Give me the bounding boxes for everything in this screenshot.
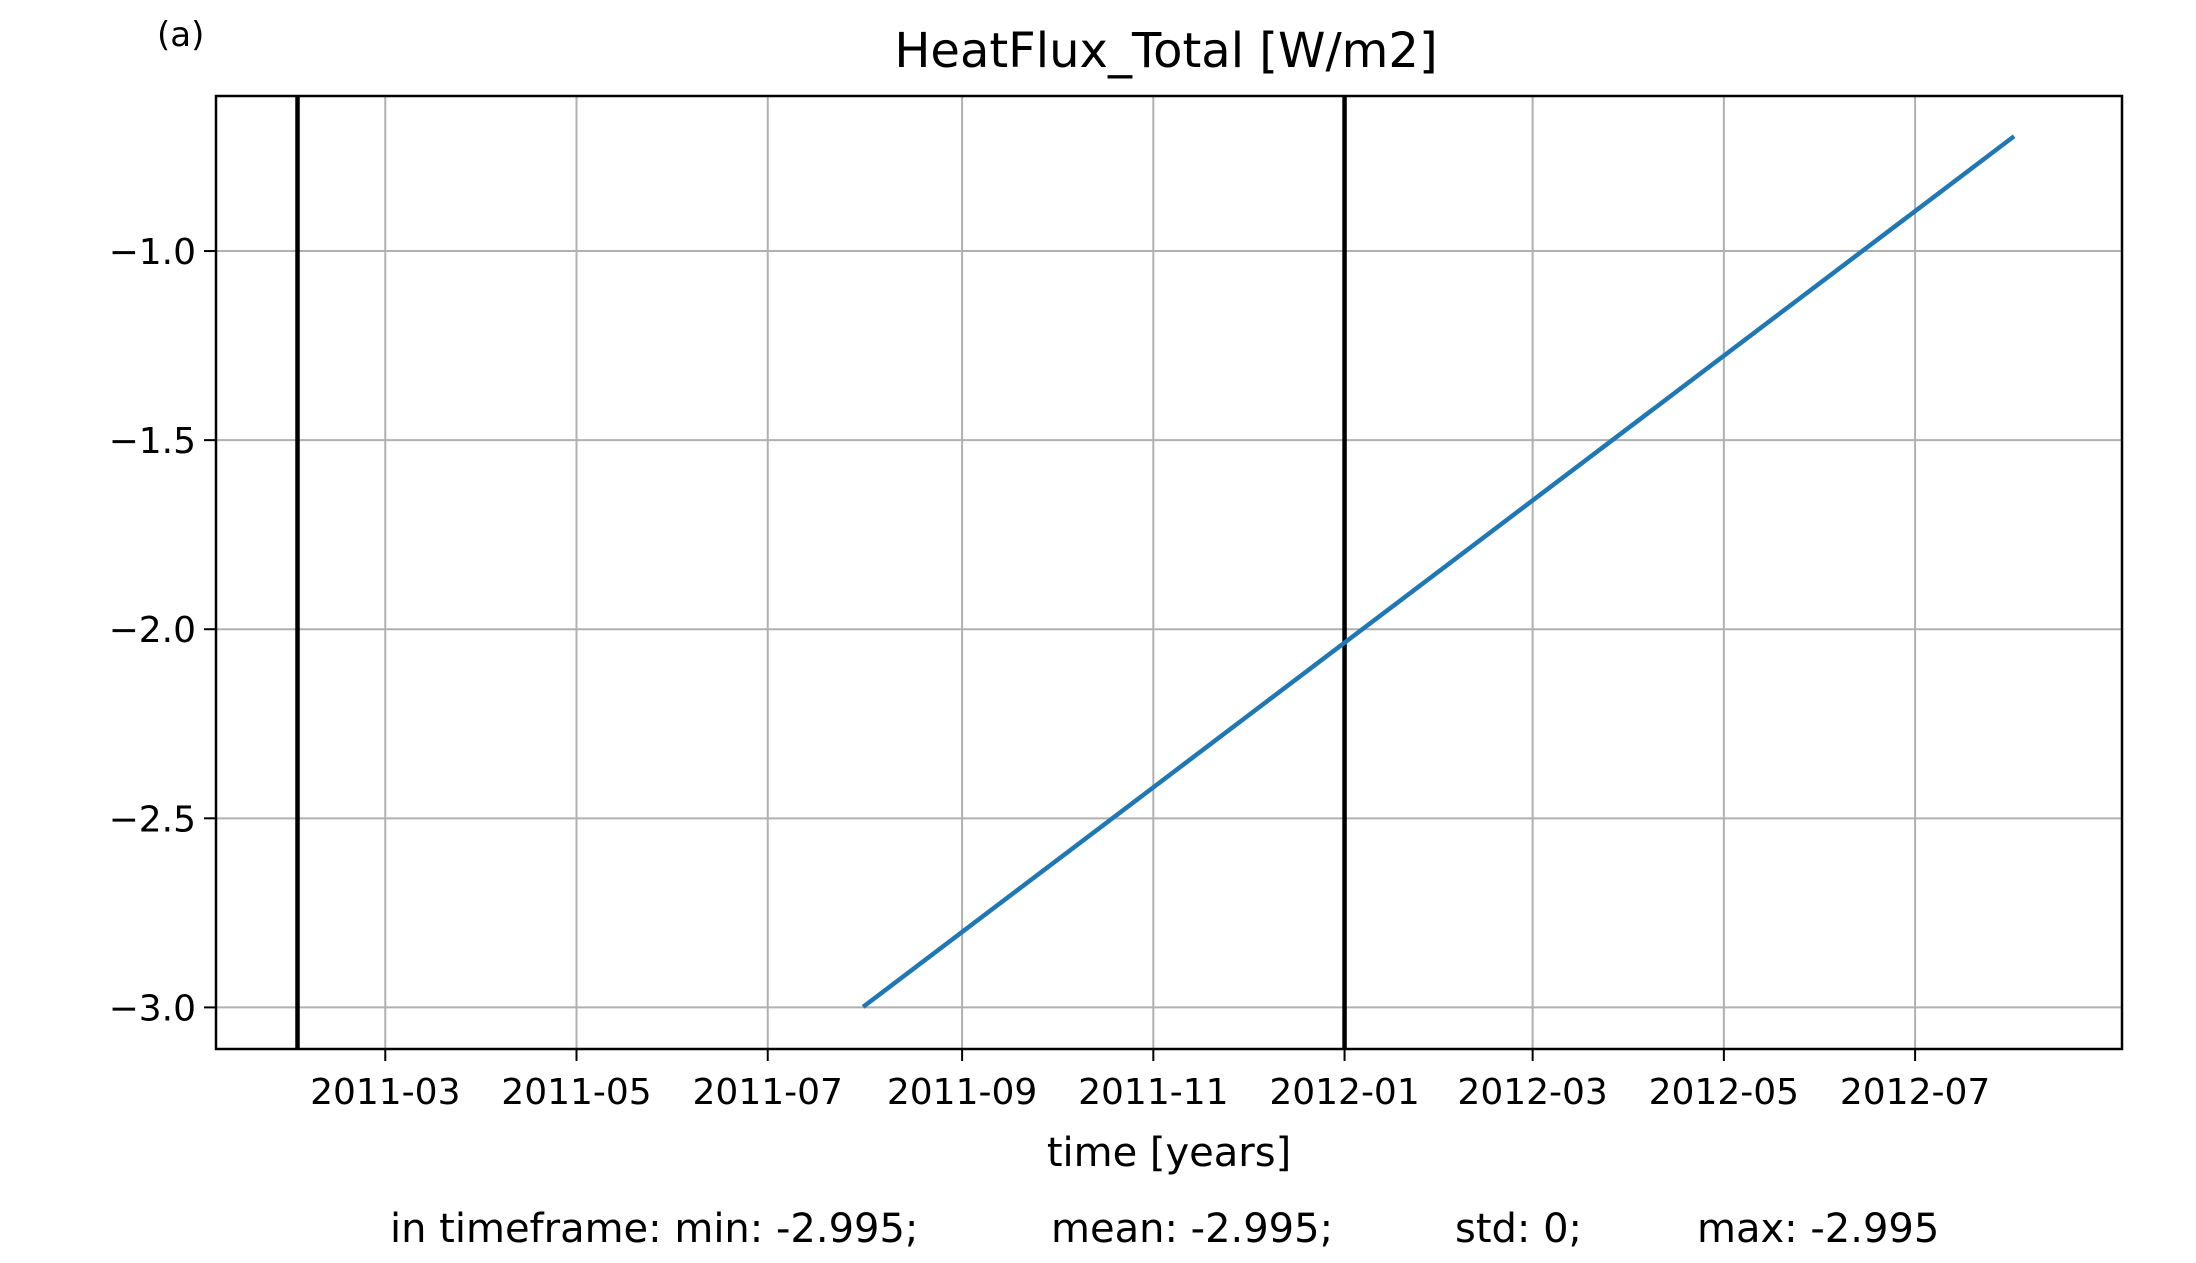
- x-tick-label: 2011-09: [887, 1072, 1037, 1113]
- x-tick-label: 2011-11: [1078, 1072, 1228, 1113]
- y-axis: −1.0 −1.5 −2.0 −2.5 −3.0: [109, 232, 216, 1029]
- x-tick-label: 2011-03: [310, 1072, 460, 1113]
- y-tick-label: −2.5: [109, 799, 196, 840]
- x-tick-label: 2011-07: [693, 1072, 843, 1113]
- series-line: [861, 134, 2016, 1009]
- stat-std: std: 0;: [1455, 1206, 1583, 1252]
- x-tick-label: 2012-05: [1649, 1072, 1799, 1113]
- stat-min: in timeframe: min: -2.995;: [390, 1206, 919, 1252]
- y-tick-label: −1.0: [109, 232, 196, 273]
- x-axis-label: time [years]: [1047, 1130, 1291, 1176]
- y-tick-label: −2.0: [109, 610, 196, 651]
- reference-lines: [295, 96, 1347, 1049]
- x-tick-label: 2011-05: [501, 1072, 651, 1113]
- plot-frame: [214, 94, 2124, 1051]
- x-tick-label: 2012-07: [1840, 1072, 1990, 1113]
- y-tick-label: −3.0: [109, 988, 196, 1029]
- y-tick-label: −1.5: [109, 421, 196, 462]
- x-tick-label: 2012-01: [1269, 1072, 1419, 1113]
- x-tick-label: 2012-03: [1457, 1072, 1607, 1113]
- chart-title: HeatFlux_Total [W/m2]: [894, 23, 1437, 79]
- grid: [216, 96, 2122, 1049]
- series-group: [861, 134, 2016, 1009]
- x-axis: 2011-03 2011-05 2011-07 2011-09 2011-11 2012-…: [310, 1049, 1990, 1113]
- stat-max: max: -2.995: [1697, 1206, 1940, 1252]
- panel-label: (a): [157, 15, 204, 55]
- stat-mean: mean: -2.995;: [1051, 1206, 1334, 1252]
